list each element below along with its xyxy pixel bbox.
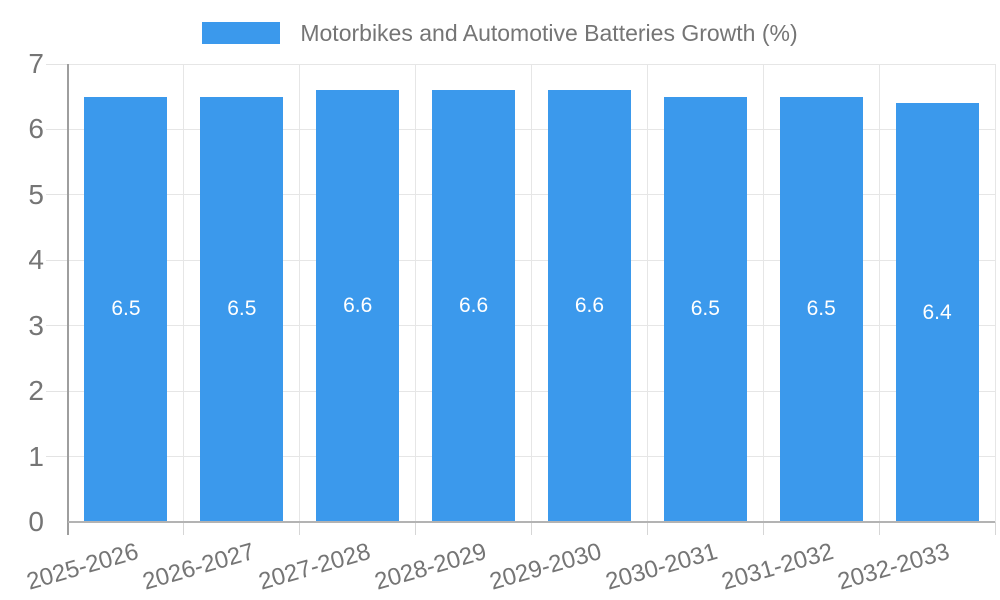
x-tick [994, 522, 996, 535]
x-tick [299, 522, 301, 535]
bar[interactable]: 6.5 [84, 96, 168, 522]
bar-value-label: 6.4 [922, 300, 952, 324]
y-tick-label: 3 [28, 309, 44, 341]
bar-value-label: 6.5 [806, 297, 836, 321]
y-tick [46, 325, 68, 327]
y-tick-label: 7 [28, 48, 44, 79]
y-tick-label: 1 [28, 440, 44, 472]
y-tick [46, 259, 68, 261]
bar[interactable]: 6.5 [663, 96, 747, 522]
x-gridline [183, 64, 185, 522]
bar-value-label: 6.5 [227, 297, 257, 321]
x-tick [646, 522, 648, 535]
x-gridline [531, 64, 532, 522]
y-axis-line [67, 64, 69, 535]
x-tick [183, 522, 185, 535]
bar-value-label: 6.5 [111, 297, 141, 321]
x-gridline [299, 64, 301, 522]
legend-label: Motorbikes and Automotive Batteries Grow… [300, 19, 798, 46]
bar-value-label: 6.5 [690, 297, 720, 321]
x-gridline [415, 64, 417, 522]
bar[interactable]: 6.6 [547, 90, 631, 522]
bar-value-label: 6.6 [343, 294, 373, 318]
y-tick [46, 63, 68, 65]
x-tick [415, 522, 417, 535]
x-axis-line [68, 521, 995, 523]
y-tick-label: 6 [28, 113, 44, 145]
bar[interactable]: 6.5 [200, 96, 284, 522]
x-tick [762, 522, 764, 535]
y-tick [46, 456, 68, 458]
x-gridline [646, 64, 648, 522]
y-tick [46, 390, 68, 392]
bar-value-label: 6.6 [574, 294, 605, 318]
plot-area: 0 1 2 3 4 5 6 7 6.5 6.5 6.6 6.6 6.6 6.5 6.5 6.4 2025-202… [24, 48, 996, 596]
y-tick-label: 5 [28, 178, 44, 210]
chart-legend[interactable]: Motorbikes and Automotive Batteries Grow… [0, 20, 1000, 46]
bar[interactable]: 6.6 [316, 90, 400, 522]
bar-value-label: 6.6 [458, 294, 489, 318]
x-gridline [762, 64, 764, 522]
bar[interactable]: 6.6 [432, 90, 516, 522]
bar[interactable]: 6.4 [895, 103, 979, 522]
x-gridline [994, 64, 996, 522]
bar[interactable]: 6.5 [779, 96, 863, 522]
x-tick [878, 522, 880, 535]
y-tick [46, 128, 68, 130]
legend-swatch-icon [202, 22, 281, 44]
y-tick-label: 0 [28, 506, 44, 537]
y-tick [46, 194, 68, 196]
x-gridline [878, 64, 880, 522]
y-tick-label: 2 [28, 375, 44, 407]
x-tick [531, 522, 532, 535]
y-tick-label: 4 [28, 244, 44, 276]
